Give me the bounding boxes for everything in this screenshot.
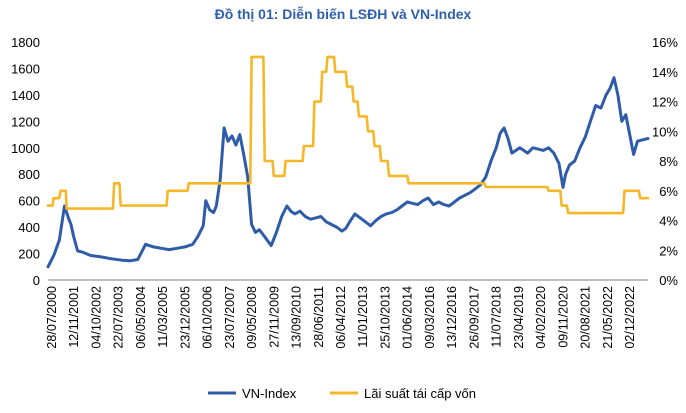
- y-left-tick-label: 800: [18, 167, 40, 182]
- y-right-tick-label: 12%: [652, 95, 678, 110]
- x-tick-label: 01/06/2014: [401, 286, 415, 349]
- x-tick-label: 11/01/2013: [356, 286, 370, 348]
- legend-label: VN-Index: [242, 386, 297, 401]
- vn-index-line: [46, 76, 650, 269]
- x-tick-label: 23/07/2007: [223, 286, 237, 349]
- chart-title: Đồ thị 01: Diễn biến LSĐH và VN-Index: [214, 6, 472, 22]
- refinancing-rate-line: [46, 55, 650, 215]
- x-tick-label: 21/05/2022: [601, 286, 615, 349]
- x-tick-label: 09/05/2008: [245, 286, 259, 349]
- y-right-tick-label: 0%: [659, 273, 678, 288]
- y-right-tick-label: 10%: [652, 124, 678, 139]
- x-tick-label: 06/05/2004: [134, 286, 148, 349]
- x-tick-label: 13/09/2010: [290, 286, 304, 349]
- y-left-tick-label: 0: [33, 273, 40, 288]
- x-tick-label: 06/04/2012: [334, 286, 348, 349]
- y-left-tick-label: 1400: [11, 88, 40, 103]
- legend-label: Lãi suất tái cấp vốn: [364, 386, 476, 401]
- y-left-tick-label: 1000: [11, 141, 40, 156]
- y-right-tick-label: 6%: [659, 184, 678, 199]
- x-tick-label: 23/04/2019: [512, 286, 526, 349]
- x-tick-label: 09/03/2016: [423, 286, 437, 349]
- y-left-tick-label: 1800: [11, 35, 40, 50]
- y-left-tick-label: 1600: [11, 61, 40, 76]
- x-tick-label: 04/02/2020: [534, 286, 548, 349]
- x-tick-label: 25/10/2013: [379, 286, 393, 349]
- y-right-tick-label: 4%: [659, 214, 678, 229]
- x-tick-label: 06/10/2006: [201, 286, 215, 349]
- y-left-tick-label: 400: [18, 220, 40, 235]
- x-tick-label: 11/03/2005: [156, 286, 170, 348]
- x-tick-label: 09/11/2020: [556, 286, 570, 348]
- y-left-tick-label: 1200: [11, 114, 40, 129]
- x-axis: 28/07/2000 12/11/2001 04/10/2002 22/07/2003…: [45, 286, 637, 349]
- x-tick-label: 23/12/2005: [178, 286, 192, 349]
- x-tick-label: 20/08/2021: [579, 286, 593, 349]
- left-axis: 0 200 400 600 800 1000 1200 1400 1600 1800: [11, 35, 40, 288]
- y-right-tick-label: 2%: [659, 243, 678, 258]
- x-tick-label: 22/07/2003: [112, 286, 126, 349]
- x-tick-label: 12/11/2001: [67, 286, 81, 348]
- x-tick-label: 28/07/2000: [45, 286, 59, 349]
- y-right-tick-label: 14%: [652, 65, 678, 80]
- legend: VN-Index Lãi suất tái cấp vốn: [208, 386, 476, 401]
- y-left-tick-label: 200: [18, 247, 40, 262]
- x-tick-label: 27/11/2009: [267, 286, 281, 348]
- x-tick-label: 11/07/2018: [490, 286, 504, 348]
- y-right-tick-label: 16%: [652, 35, 678, 50]
- x-tick-label: 13/12/2016: [445, 286, 459, 349]
- plot-lines: [46, 55, 650, 269]
- x-tick-label: 26/09/2017: [467, 286, 481, 349]
- x-tick-label: 02/12/2022: [623, 286, 637, 349]
- right-axis: 0% 2% 4% 6% 8% 10% 12% 14% 16%: [652, 35, 678, 288]
- y-right-tick-label: 8%: [659, 154, 678, 169]
- x-tick-label: 04/10/2002: [90, 286, 104, 349]
- y-left-tick-label: 600: [18, 194, 40, 209]
- x-tick-label: 28/06/2011: [312, 286, 326, 348]
